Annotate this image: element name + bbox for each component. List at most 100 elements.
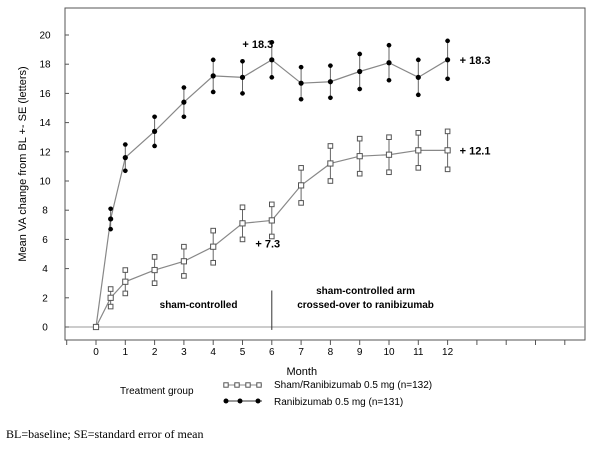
error-end-marker [123,142,128,147]
error-end-marker [151,254,158,260]
error-end-marker [239,204,246,211]
error-end-marker [445,38,450,44]
y-tick-label: 8 [42,206,48,217]
x-tick-label: 12 [442,347,454,358]
y-axis-title: Mean VA change from BL +- SE (letters) [17,66,29,261]
x-tick-label: 1 [123,347,129,358]
data-point-sham [180,258,188,265]
error-end-marker [181,273,187,279]
error-end-marker [327,143,334,149]
annotation-ranibizumab-month-12: + 18.3 [460,55,491,67]
error-end-marker [298,96,304,102]
error-end-marker [240,91,245,96]
error-end-marker [210,89,216,95]
error-end-marker [108,206,113,212]
data-point-ranibizumab [181,99,187,105]
data-point-ranibizumab [239,74,246,80]
x-tick-label: 5 [240,347,246,358]
error-end-marker [415,130,422,136]
error-end-marker [357,86,363,92]
data-point-ranibizumab [386,60,392,66]
error-end-marker [240,58,245,64]
error-end-marker [122,267,129,273]
legend-marker-sham [256,382,262,388]
error-end-marker [328,95,333,101]
y-tick-label: 4 [42,264,48,275]
data-point-ranibizumab [415,74,421,80]
data-point-ranibizumab [298,80,304,86]
legend-marker-sham [245,382,251,388]
data-point-sham [385,151,393,158]
y-tick-label: 2 [42,293,48,304]
data-point-sham [151,266,158,274]
data-point-sham [210,243,217,250]
footnote: BL=baseline; SE=standard error of mean [6,427,204,441]
error-end-marker [123,168,128,174]
error-end-marker [386,77,392,83]
y-tick-label: 0 [42,323,48,334]
data-point-ranibizumab [108,216,114,222]
y-tick-label: 14 [39,118,51,129]
legend-marker-sham [223,382,229,388]
x-tick-label: 0 [93,347,99,358]
error-end-marker [356,170,363,177]
legend-marker-sham [234,382,240,388]
error-end-marker [108,226,113,232]
error-end-marker [210,57,216,63]
data-point-sham [415,147,422,154]
error-end-marker [356,135,363,142]
data-point-sham [92,323,100,331]
legend-marker-ranibizumab [237,398,243,404]
data-point-ranibizumab [122,155,128,161]
error-end-marker [107,286,114,292]
error-end-marker [152,143,157,149]
error-end-marker [122,290,129,297]
x-axis-title: Month [287,366,318,378]
legend-title: Treatment group [120,386,194,397]
error-end-marker [386,134,392,140]
data-point-sham [239,220,246,227]
error-end-marker [386,42,392,48]
error-end-marker [269,201,275,208]
x-tick-label: 11 [413,347,424,358]
error-end-marker [269,40,275,45]
error-end-marker [107,303,114,310]
y-tick-label: 6 [42,235,48,246]
data-point-ranibizumab [327,79,333,85]
data-point-ranibizumab [152,128,158,134]
error-end-marker [181,243,187,250]
legend-label-ranibizumab: Ranibizumab 0.5 mg (n=131) [274,397,403,408]
error-end-marker [416,57,421,63]
region-label-crossover-line2: crossed-over to ranibizumab [297,300,434,311]
error-end-marker [269,75,275,80]
y-tick-label: 10 [39,177,51,188]
error-end-marker [386,169,392,176]
x-tick-label: 6 [269,347,275,358]
legend-label-sham: Sham/Ranibizumab 0.5 mg (n=132) [274,380,432,391]
plot-frame [64,7,586,341]
error-end-marker [415,165,422,171]
annotation-sham-month-12: + 12.1 [460,145,491,157]
error-end-marker [298,165,304,171]
error-end-marker [444,128,451,135]
region-label-crossover-line1: sham-controlled arm [316,286,415,297]
data-point-sham [268,217,275,224]
error-end-marker [445,76,450,82]
x-tick-label: 10 [383,347,395,358]
data-point-sham [107,294,114,301]
y-tick-label: 18 [39,60,51,71]
error-end-marker [210,259,216,266]
x-tick-label: 8 [328,347,334,358]
x-tick-label: 9 [357,347,363,358]
annotation-ranibizumab-month-6: + 18.3 [242,39,273,51]
data-point-sham [444,147,451,154]
x-tick-label: 3 [181,347,187,358]
error-end-marker [181,114,187,120]
x-tick-label: 4 [210,347,216,358]
y-tick-label: 12 [39,147,51,158]
error-end-marker [327,178,334,184]
data-point-sham [356,153,363,160]
y-tick-label: 16 [39,89,51,100]
data-point-ranibizumab [269,57,275,63]
series-line-ranibizumab [95,59,448,328]
